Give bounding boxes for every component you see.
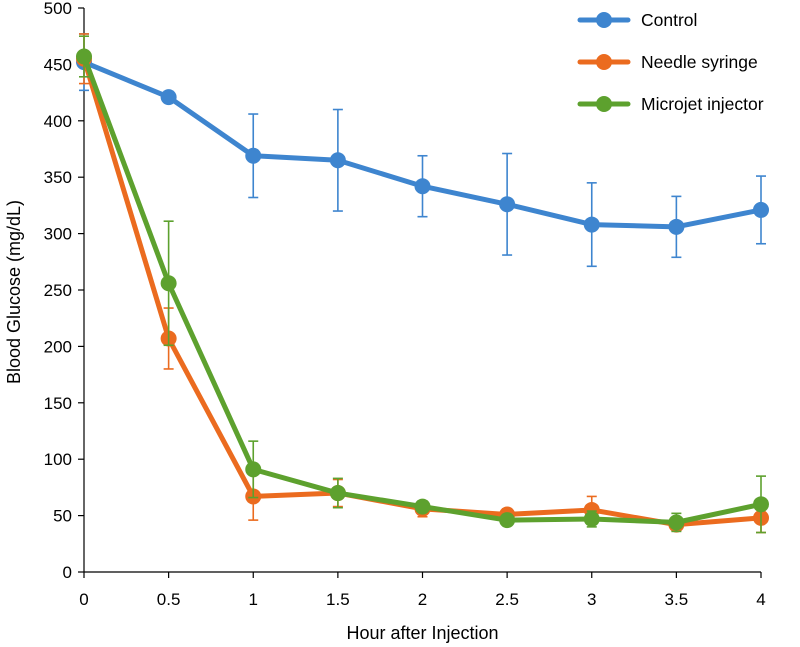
- y-tick-label: 250: [44, 281, 72, 300]
- y-tick-label: 300: [44, 225, 72, 244]
- legend-item: Control: [577, 10, 697, 30]
- x-tick-label: 2.5: [495, 590, 519, 609]
- y-tick-label: 500: [44, 0, 72, 18]
- data-point: [583, 216, 600, 233]
- y-tick-label: 0: [63, 563, 72, 582]
- axes: [83, 8, 761, 573]
- data-point: [499, 512, 516, 529]
- x-tick-label: 1: [249, 590, 258, 609]
- y-tick-label: 200: [44, 337, 72, 356]
- legend-swatch-marker: [596, 12, 612, 28]
- legend-item: Microjet injector: [577, 94, 764, 114]
- data-point: [668, 514, 685, 531]
- y-tick-label: 350: [44, 168, 72, 187]
- y-tick-label: 50: [53, 507, 72, 526]
- legend-label: Microjet injector: [641, 94, 764, 114]
- data-point: [414, 178, 431, 195]
- data-point: [160, 89, 177, 106]
- data-point: [329, 485, 346, 502]
- x-tick-label: 0: [79, 590, 88, 609]
- data-point: [753, 496, 769, 513]
- legend-label: Control: [641, 10, 697, 30]
- x-tick-label: 2: [418, 590, 427, 609]
- x-axis-title: Hour after Injection: [346, 623, 498, 643]
- y-tick-label: 400: [44, 112, 72, 131]
- y-tick-label: 150: [44, 394, 72, 413]
- y-tick-label: 100: [44, 450, 72, 469]
- series-line: [81, 54, 764, 525]
- axis-ticks: 0 50 100 150 200 250 300 350 400 450 500 0 0.5 1 1.5 2 2…: [44, 0, 766, 609]
- data-point: [245, 147, 262, 164]
- series-microjet-injector: [76, 35, 769, 534]
- legend-label: Needle syringe: [641, 52, 758, 72]
- legend-swatch-marker: [596, 96, 612, 112]
- x-tick-label: 1.5: [326, 590, 350, 609]
- legend: Control Needle syringe Microjet injector: [577, 10, 764, 114]
- data-point: [329, 152, 346, 169]
- data-point: [245, 461, 262, 478]
- data-point: [160, 275, 177, 292]
- data-point: [414, 498, 431, 515]
- data-point: [76, 48, 92, 65]
- x-tick-label: 3.5: [665, 590, 689, 609]
- x-tick-label: 3: [587, 590, 596, 609]
- x-tick-label: 4: [756, 590, 765, 609]
- data-point: [668, 218, 685, 235]
- y-axis-title: Blood Glucose (mg/dL): [4, 200, 24, 384]
- legend-item: Needle syringe: [577, 52, 758, 72]
- y-tick-label: 450: [44, 55, 72, 74]
- data-point: [583, 510, 600, 527]
- legend-swatch-marker: [596, 54, 612, 70]
- x-tick-label: 0.5: [157, 590, 181, 609]
- data-series: [76, 33, 769, 534]
- series-line: [81, 56, 764, 528]
- data-point: [753, 201, 769, 218]
- data-point: [499, 196, 516, 213]
